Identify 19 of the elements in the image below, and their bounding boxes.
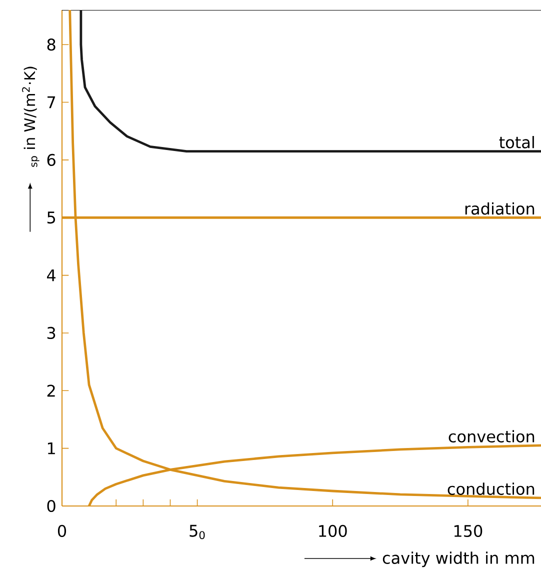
x-tick-label: 150 (454, 524, 482, 538)
y-tick-label: 0 (47, 500, 56, 512)
y-tick-label: 7 (48, 96, 56, 108)
y-tick-label: 4 (46, 269, 56, 282)
y-tick-label: 1 (48, 442, 55, 454)
y-tick-label: 2 (47, 384, 55, 397)
x-tick-label: 5$_{0}$ (190, 524, 205, 540)
y-tick-label: 6 (47, 154, 56, 166)
series-label: total (499, 136, 534, 148)
x-tick-label: 100 (319, 524, 347, 538)
series-label: conduction (448, 482, 534, 495)
x-axis-title: cavity width in mm (382, 552, 534, 568)
y-tick-label: 8 (47, 38, 56, 51)
series-label: radiation (465, 202, 534, 215)
y-tick-label: 3 (47, 326, 56, 340)
y-tick-label: 5 (47, 212, 56, 224)
x-tick-label: 0 (58, 524, 66, 538)
series-label: convection (448, 430, 534, 443)
y-axis-title: $_{sp}$ in W/(m$^{2}$·K) (22, 66, 40, 167)
